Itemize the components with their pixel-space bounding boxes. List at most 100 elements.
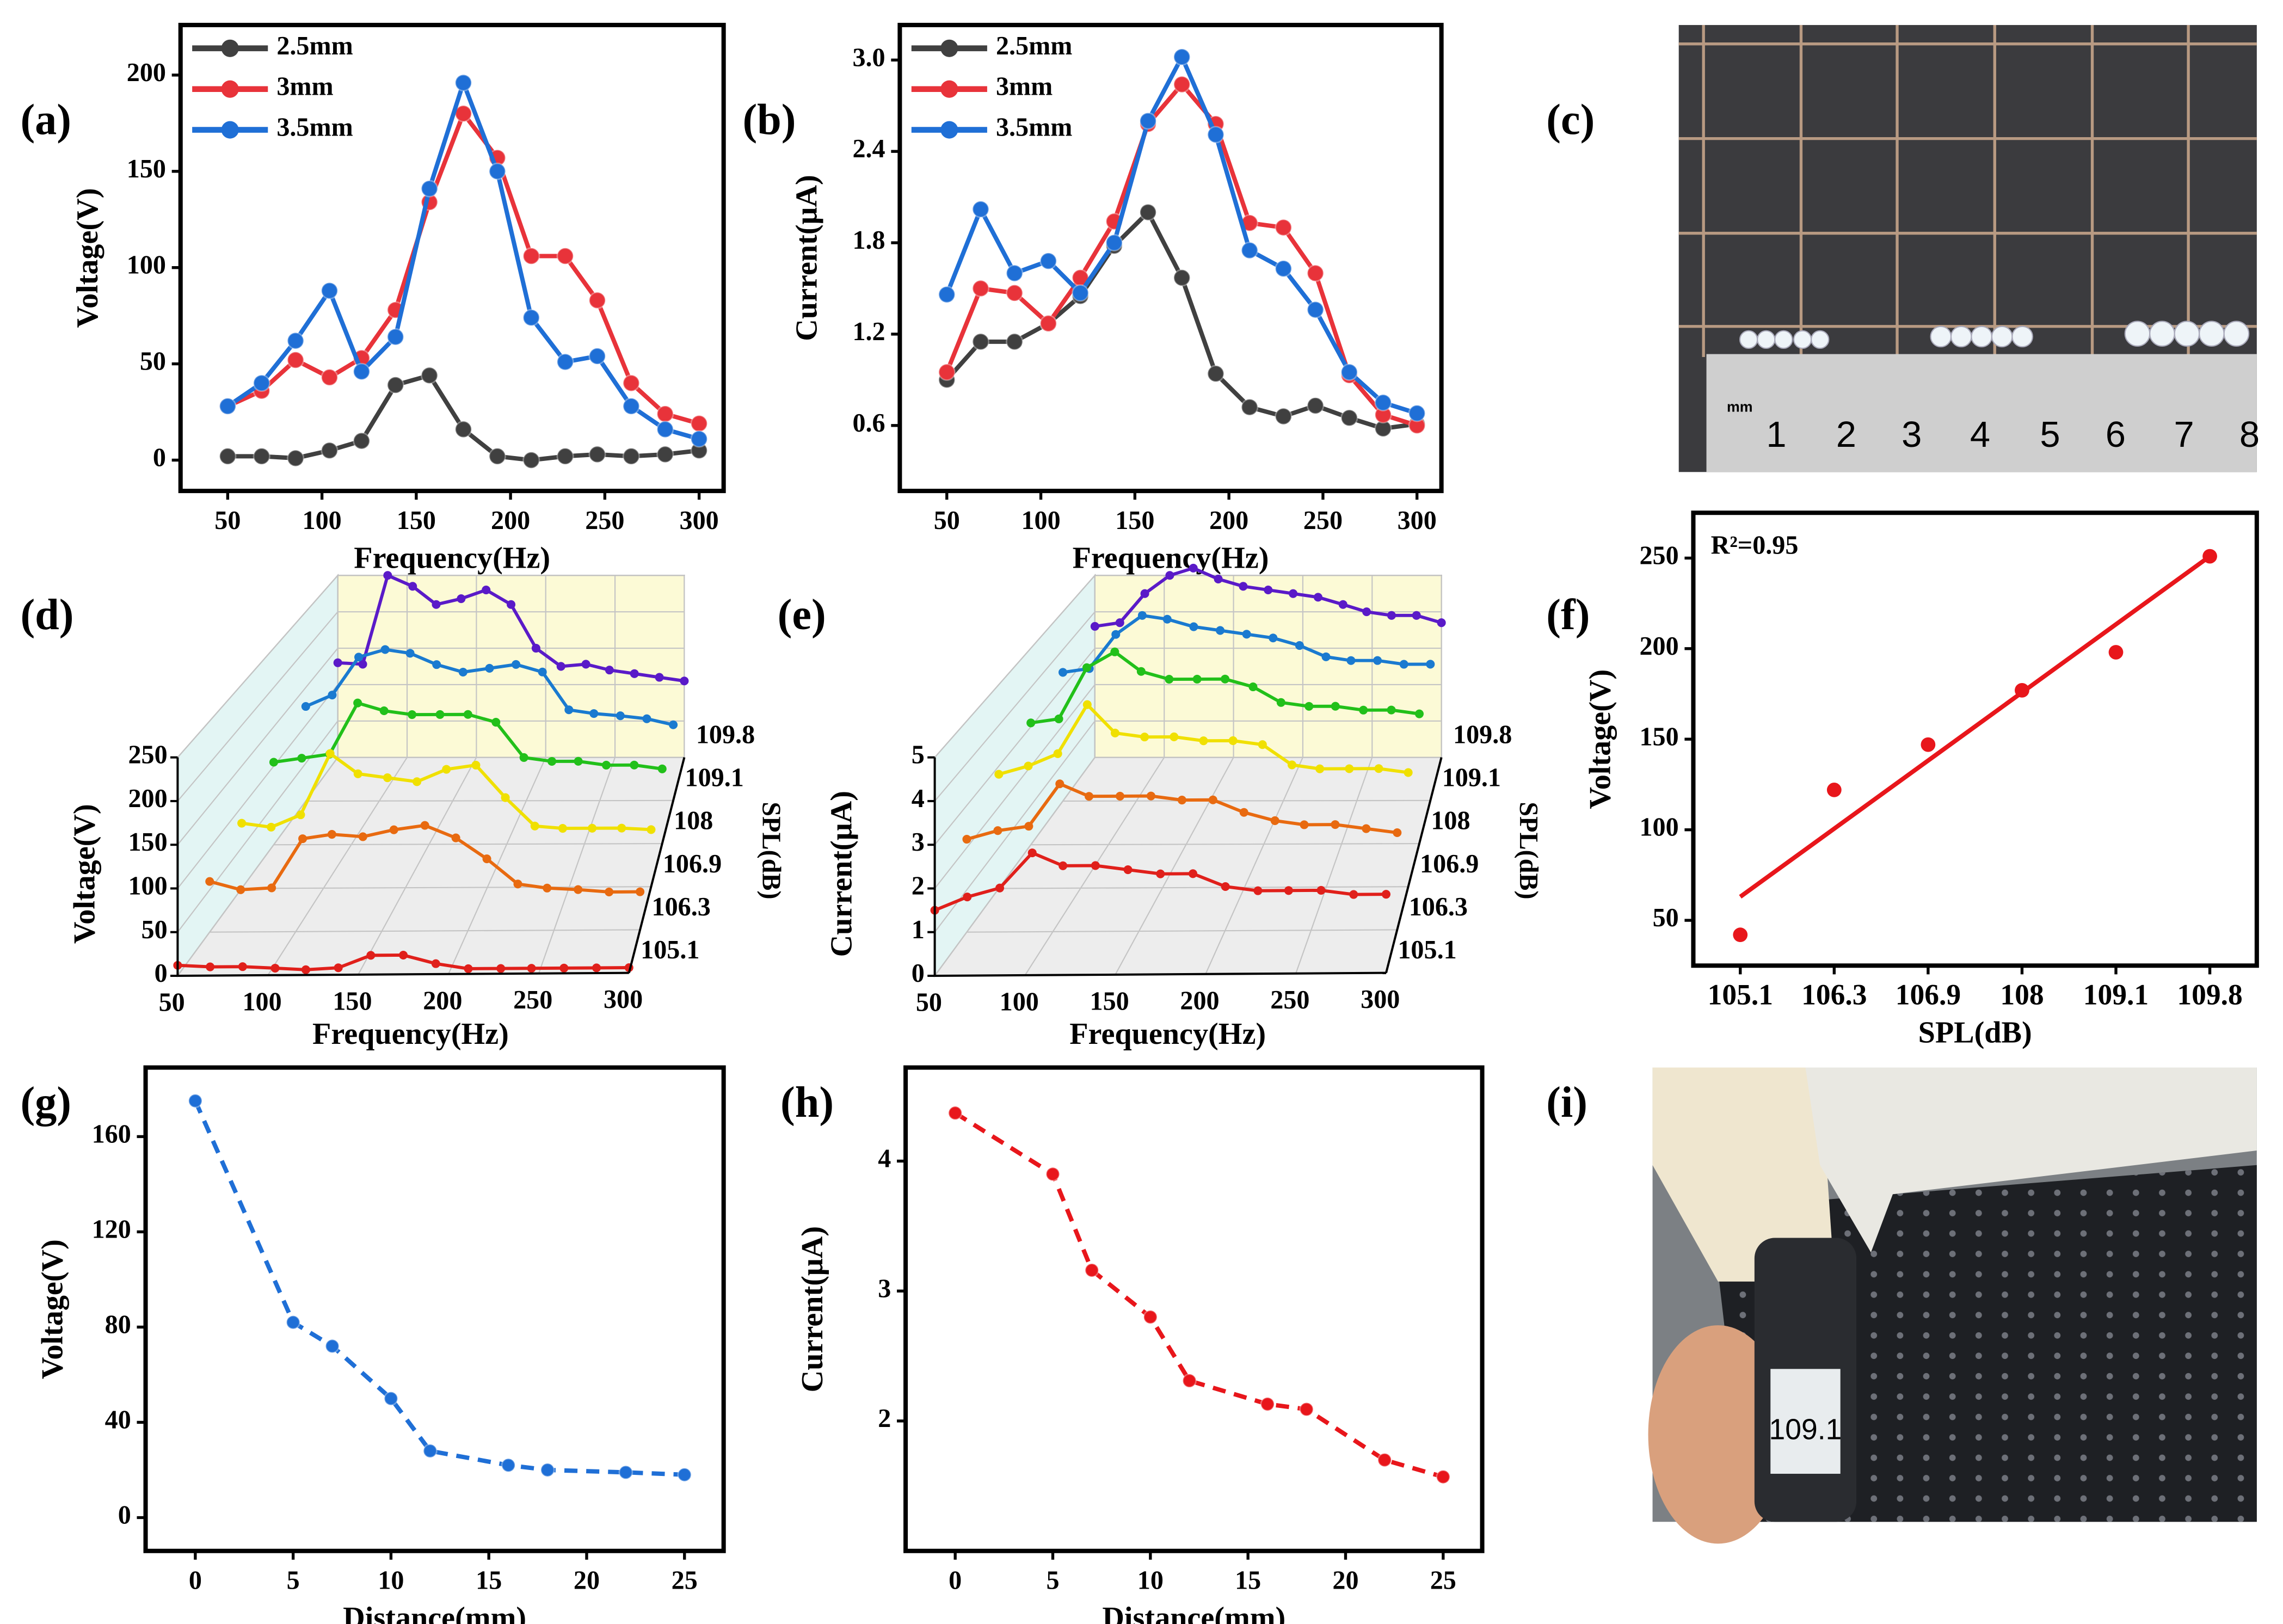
data-point — [1412, 611, 1421, 620]
x-tick-label: 15 — [476, 1566, 502, 1595]
data-point — [622, 374, 640, 392]
data-point — [588, 347, 606, 365]
white-enclosure — [1805, 1067, 2257, 1253]
data-point — [1436, 1469, 1451, 1485]
photo-c: mm 1 2 3 4 5 6 7 8 — [1678, 24, 2260, 472]
data-point — [297, 754, 306, 763]
depth-tick-label: 106.3 — [1409, 893, 1468, 921]
data-point — [1373, 656, 1382, 665]
data-point — [559, 963, 569, 973]
data-point — [454, 104, 472, 122]
depth-axis — [1385, 757, 1443, 974]
data-point — [1239, 808, 1248, 817]
data-point — [1304, 702, 1314, 711]
data-point — [1307, 264, 1325, 282]
series-line — [954, 1111, 1444, 1479]
data-point — [1269, 633, 1278, 643]
x-axis-title: Frequency(Hz) — [1073, 541, 1269, 575]
data-point — [1055, 779, 1064, 789]
z-tick-label: 0 — [912, 959, 925, 988]
ball — [1757, 330, 1776, 349]
data-point — [1275, 407, 1293, 426]
data-point — [513, 879, 522, 889]
plot-frame — [897, 22, 1444, 494]
data-point — [421, 180, 439, 198]
ball — [1950, 325, 1972, 348]
data-point — [971, 279, 990, 298]
y-tick-label: 1.2 — [852, 317, 885, 346]
data-point — [2202, 549, 2217, 564]
z-tick-label: 0 — [155, 959, 168, 988]
legend-marker — [221, 121, 239, 139]
x-tick-label: 109.8 — [2177, 978, 2242, 1011]
x-tick-label: 20 — [574, 1566, 600, 1595]
x-tick-label: 150 — [1090, 987, 1129, 1016]
data-point — [1170, 732, 1179, 741]
x-tick-label: 20 — [1332, 1566, 1358, 1595]
x-tick-label: 106.9 — [1896, 978, 1961, 1011]
y-tick-label: 0 — [118, 1501, 131, 1530]
data-point — [1284, 886, 1293, 895]
x-tick-label: 150 — [397, 506, 436, 535]
data-point — [690, 430, 708, 448]
data-point — [253, 447, 270, 465]
data-point — [380, 645, 390, 654]
data-point — [588, 823, 597, 833]
grid-line — [1031, 842, 1419, 846]
data-point — [435, 710, 445, 719]
data-point — [421, 366, 439, 384]
data-point — [1162, 614, 1172, 624]
data-point — [464, 964, 473, 973]
data-point — [669, 720, 678, 729]
data-point — [994, 770, 1004, 779]
data-point — [482, 854, 491, 864]
y-tick-label: 200 — [1639, 632, 1678, 661]
data-point — [1026, 718, 1036, 728]
z-tick-label: 50 — [141, 915, 168, 944]
data-point — [1173, 48, 1191, 66]
panel-label: (e) — [778, 590, 826, 639]
depth-tick-label: 109.8 — [1453, 720, 1512, 749]
data-point — [1387, 705, 1396, 715]
y-tick-label: 0.6 — [852, 409, 885, 438]
ruler — [1706, 354, 2257, 472]
data-point — [454, 74, 472, 92]
data-point — [938, 363, 956, 381]
legend-label: 2.5mm — [276, 32, 353, 60]
data-point — [630, 760, 639, 770]
data-point — [1165, 571, 1174, 580]
x-axis-title: Distance(mm) — [1102, 1601, 1285, 1624]
data-point — [358, 832, 367, 841]
ball — [1774, 330, 1793, 349]
x-tick-label: 200 — [1209, 506, 1248, 535]
data-point — [389, 825, 398, 834]
depth-tick-label: 109.1 — [685, 763, 744, 792]
data-point — [1316, 885, 1326, 895]
data-point — [1276, 698, 1285, 707]
data-point — [219, 397, 237, 415]
data-point — [1082, 700, 1092, 709]
ruler-digit: 4 — [1970, 414, 1990, 455]
data-point — [538, 667, 547, 676]
z-tick-label: 100 — [128, 872, 167, 901]
data-point — [1182, 1373, 1197, 1388]
panel-label: (i) — [1546, 1078, 1587, 1127]
data-point — [1192, 674, 1202, 684]
data-point — [1090, 622, 1099, 631]
grid-line — [967, 929, 1398, 933]
data-point — [556, 247, 574, 265]
plot-frame — [178, 22, 726, 494]
data-point — [1387, 611, 1396, 620]
ball — [1930, 325, 1952, 348]
data-point — [287, 332, 305, 350]
grid-line — [934, 575, 1442, 758]
data-point — [1258, 740, 1267, 749]
data-point — [1253, 886, 1263, 895]
z-axis-title: Voltage(V) — [67, 804, 101, 944]
y-tick-label: 160 — [92, 1119, 131, 1148]
plot-frame — [143, 1065, 726, 1553]
grid-line — [934, 684, 1442, 889]
data-point — [1346, 656, 1356, 665]
data-point — [655, 673, 664, 682]
data-point — [1177, 796, 1186, 805]
